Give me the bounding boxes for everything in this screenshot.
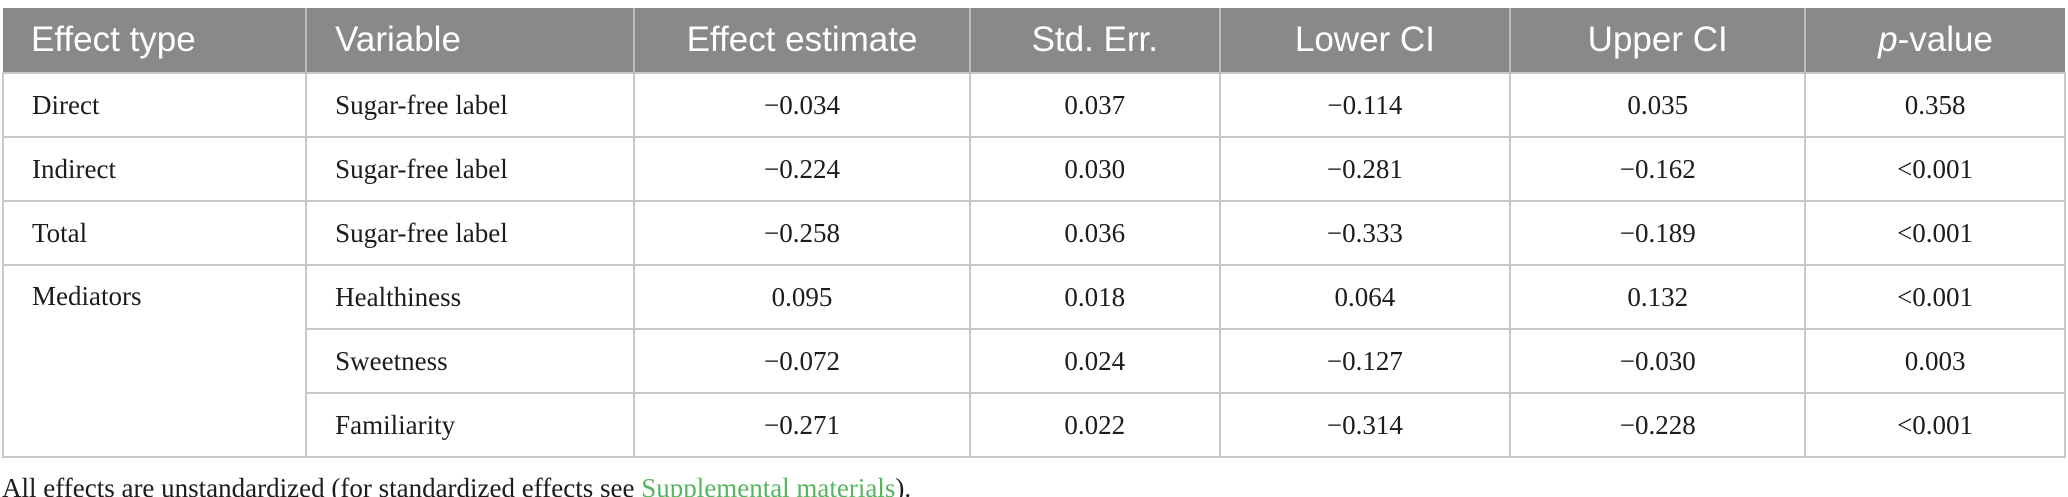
cell-upper-ci: −0.189 <box>1509 200 1807 266</box>
cell-upper-ci: −0.228 <box>1509 392 1807 458</box>
footnote-text-after: ). <box>895 473 912 497</box>
cell-variable: Familiarity <box>305 392 635 458</box>
cell-effect-type: Indirect <box>1 136 308 202</box>
cell-variable: Sugar-free label <box>305 72 635 138</box>
cell-lower-ci: −0.333 <box>1218 200 1512 266</box>
cell-p-value: <0.001 <box>1804 136 2066 202</box>
table-footnote: All effects are unstandardized (for stan… <box>2 471 2068 497</box>
cell-effect-estimate: −0.258 <box>632 200 972 266</box>
cell-upper-ci: −0.162 <box>1509 136 1807 202</box>
cell-lower-ci: −0.281 <box>1218 136 1512 202</box>
cell-upper-ci: −0.030 <box>1509 328 1807 394</box>
cell-p-value: <0.001 <box>1804 264 2066 330</box>
column-header-p-value: p-value <box>1805 8 2065 73</box>
cell-std-err: 0.036 <box>969 200 1221 266</box>
cell-variable: Sugar-free label <box>305 200 635 266</box>
cell-std-err: 0.018 <box>969 264 1221 330</box>
cell-effect-type-mediators: Mediators <box>1 264 308 458</box>
cell-variable: Sugar-free label <box>305 136 635 202</box>
cell-upper-ci: 0.132 <box>1509 264 1807 330</box>
effects-table: Effect type Variable Effect estimate Std… <box>1 8 2066 458</box>
table-row: Indirect Sugar-free label −0.224 0.030 −… <box>1 136 2066 202</box>
table-row: Direct Sugar-free label −0.034 0.037 −0.… <box>1 72 2066 138</box>
cell-effect-estimate: −0.072 <box>632 328 972 394</box>
cell-std-err: 0.024 <box>969 328 1221 394</box>
cell-lower-ci: −0.314 <box>1218 392 1512 458</box>
cell-effect-estimate: −0.224 <box>632 136 972 202</box>
table-header-row: Effect type Variable Effect estimate Std… <box>3 8 2065 73</box>
column-header-effect-estimate: Effect estimate <box>633 8 972 73</box>
cell-std-err: 0.030 <box>969 136 1221 202</box>
supplemental-materials-link[interactable]: Supplemental materials <box>641 473 896 497</box>
p-value-rest: -value <box>1897 20 1993 59</box>
column-header-effect-type: Effect type <box>3 8 308 73</box>
cell-std-err: 0.037 <box>969 72 1221 138</box>
table-row: Familiarity −0.271 0.022 −0.314 −0.228 <… <box>3 392 2066 458</box>
cell-p-value: 0.003 <box>1804 328 2066 394</box>
cell-lower-ci: −0.114 <box>1218 72 1512 138</box>
cell-effect-estimate: 0.095 <box>632 264 972 330</box>
cell-variable: Healthiness <box>305 264 635 330</box>
column-header-variable: Variable <box>306 8 635 73</box>
table-row: Total Sugar-free label −0.258 0.036 −0.3… <box>1 200 2066 266</box>
cell-std-err: 0.022 <box>969 392 1221 458</box>
column-header-upper-ci: Upper CI <box>1510 8 1807 73</box>
cell-effect-estimate: −0.034 <box>632 72 972 138</box>
table-row: Mediators Healthiness 0.095 0.018 0.064 … <box>1 264 2066 458</box>
cell-p-value: <0.001 <box>1804 200 2066 266</box>
cell-upper-ci: 0.035 <box>1509 72 1807 138</box>
p-value-italic-p: p <box>1878 20 1898 59</box>
column-header-lower-ci: Lower CI <box>1219 8 1512 73</box>
footnote-text-before: All effects are unstandardized (for stan… <box>2 473 642 497</box>
cell-effect-estimate: −0.271 <box>632 392 972 458</box>
cell-lower-ci: 0.064 <box>1218 264 1512 330</box>
cell-p-value: <0.001 <box>1804 392 2066 458</box>
cell-effect-type: Total <box>1 200 308 266</box>
cell-lower-ci: −0.127 <box>1218 328 1512 394</box>
table-row: Sweetness −0.072 0.024 −0.127 −0.030 0.0… <box>3 328 2066 394</box>
column-header-std-err: Std. Err. <box>970 8 1221 73</box>
cell-variable: Sweetness <box>305 328 635 394</box>
cell-p-value: 0.358 <box>1804 72 2066 138</box>
cell-effect-type: Direct <box>1 72 308 138</box>
